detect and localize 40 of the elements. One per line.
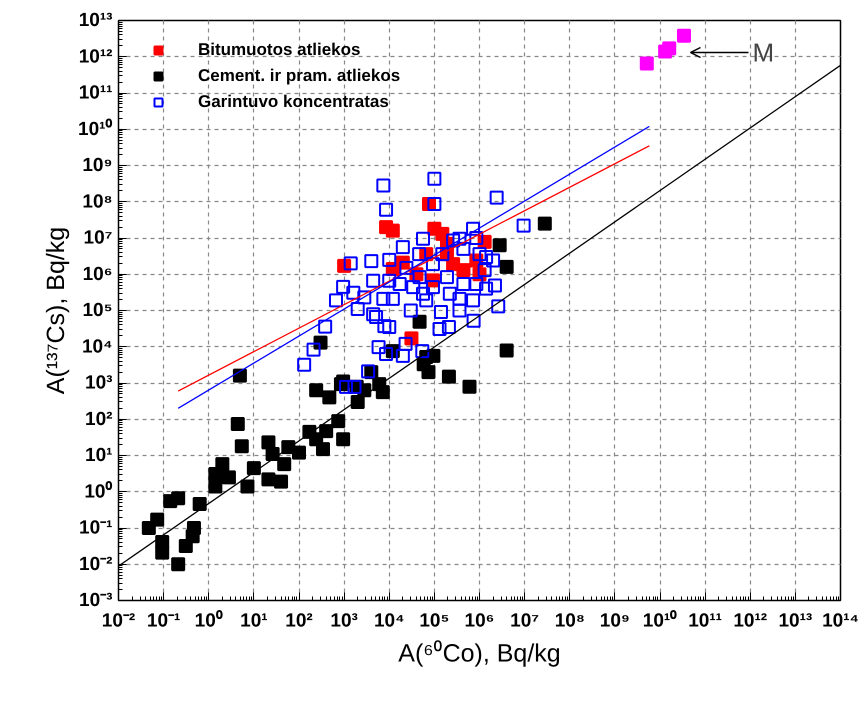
y-tick-label: 10⁰ (84, 480, 113, 502)
y-tick-label: 10¹² (78, 46, 113, 68)
x-tick-label: 10⁰ (194, 610, 223, 632)
annotation: M (752, 38, 774, 68)
x-tick-label: 10¹ (240, 610, 268, 632)
x-tick-label: 10⁶ (464, 610, 494, 632)
x-tick-label: 10¹⁴ (822, 610, 859, 632)
y-tick-label: 10⁻³ (79, 590, 113, 611)
y-tick-label: 10¹¹ (78, 82, 113, 104)
y-tick-label: 10² (85, 408, 113, 430)
x-tick-label: 10⁷ (510, 610, 540, 632)
x-tick-label: 10⁵ (419, 610, 450, 632)
x-tick-label: 10⁻¹ (146, 610, 180, 632)
legend-label: Cement. ir pram. atliekos (198, 66, 400, 86)
y-tick-label: 10⁹ (82, 155, 113, 176)
x-tick-label: 10¹⁰ (642, 610, 678, 632)
y-tick-label: 10⁶ (82, 264, 113, 285)
y-tick-label: 10³ (85, 372, 113, 394)
y-tick-label: 10⁴ (82, 336, 113, 358)
y-tick-label: 10⁸ (82, 191, 113, 212)
y-tick-label: 10¹⁰ (78, 118, 113, 140)
x-axis-title: A(⁶⁰Co), Bq/kg (398, 640, 561, 668)
x-tick-label: 10⁴ (374, 610, 405, 632)
x-tick-label: 10⁻² (102, 610, 136, 632)
x-tick-label: 10⁸ (554, 610, 585, 632)
y-axis-title: A(¹³⁷Cs), Bq/kg (42, 226, 70, 394)
y-tick-label: 10⁷ (84, 228, 113, 248)
x-tick-label: 10¹³ (778, 610, 812, 632)
y-tick-label: 10⁵ (82, 300, 113, 321)
x-tick-label: 10² (285, 610, 313, 632)
x-tick-label: 10¹² (733, 610, 768, 632)
x-tick-label: 10¹¹ (688, 610, 722, 632)
y-tick-label: 10⁻¹ (79, 518, 113, 538)
x-tick-label: 10³ (330, 610, 358, 632)
y-tick-label: 10⁻² (79, 554, 113, 575)
legend-label: Garintuvo koncentratas (198, 92, 389, 112)
y-tick-label: 10¹ (85, 445, 113, 466)
y-tick-label: 10¹³ (78, 10, 113, 31)
legend-label: Bitumuotos atliekos (198, 40, 360, 60)
x-tick-label: 10⁹ (600, 610, 630, 632)
